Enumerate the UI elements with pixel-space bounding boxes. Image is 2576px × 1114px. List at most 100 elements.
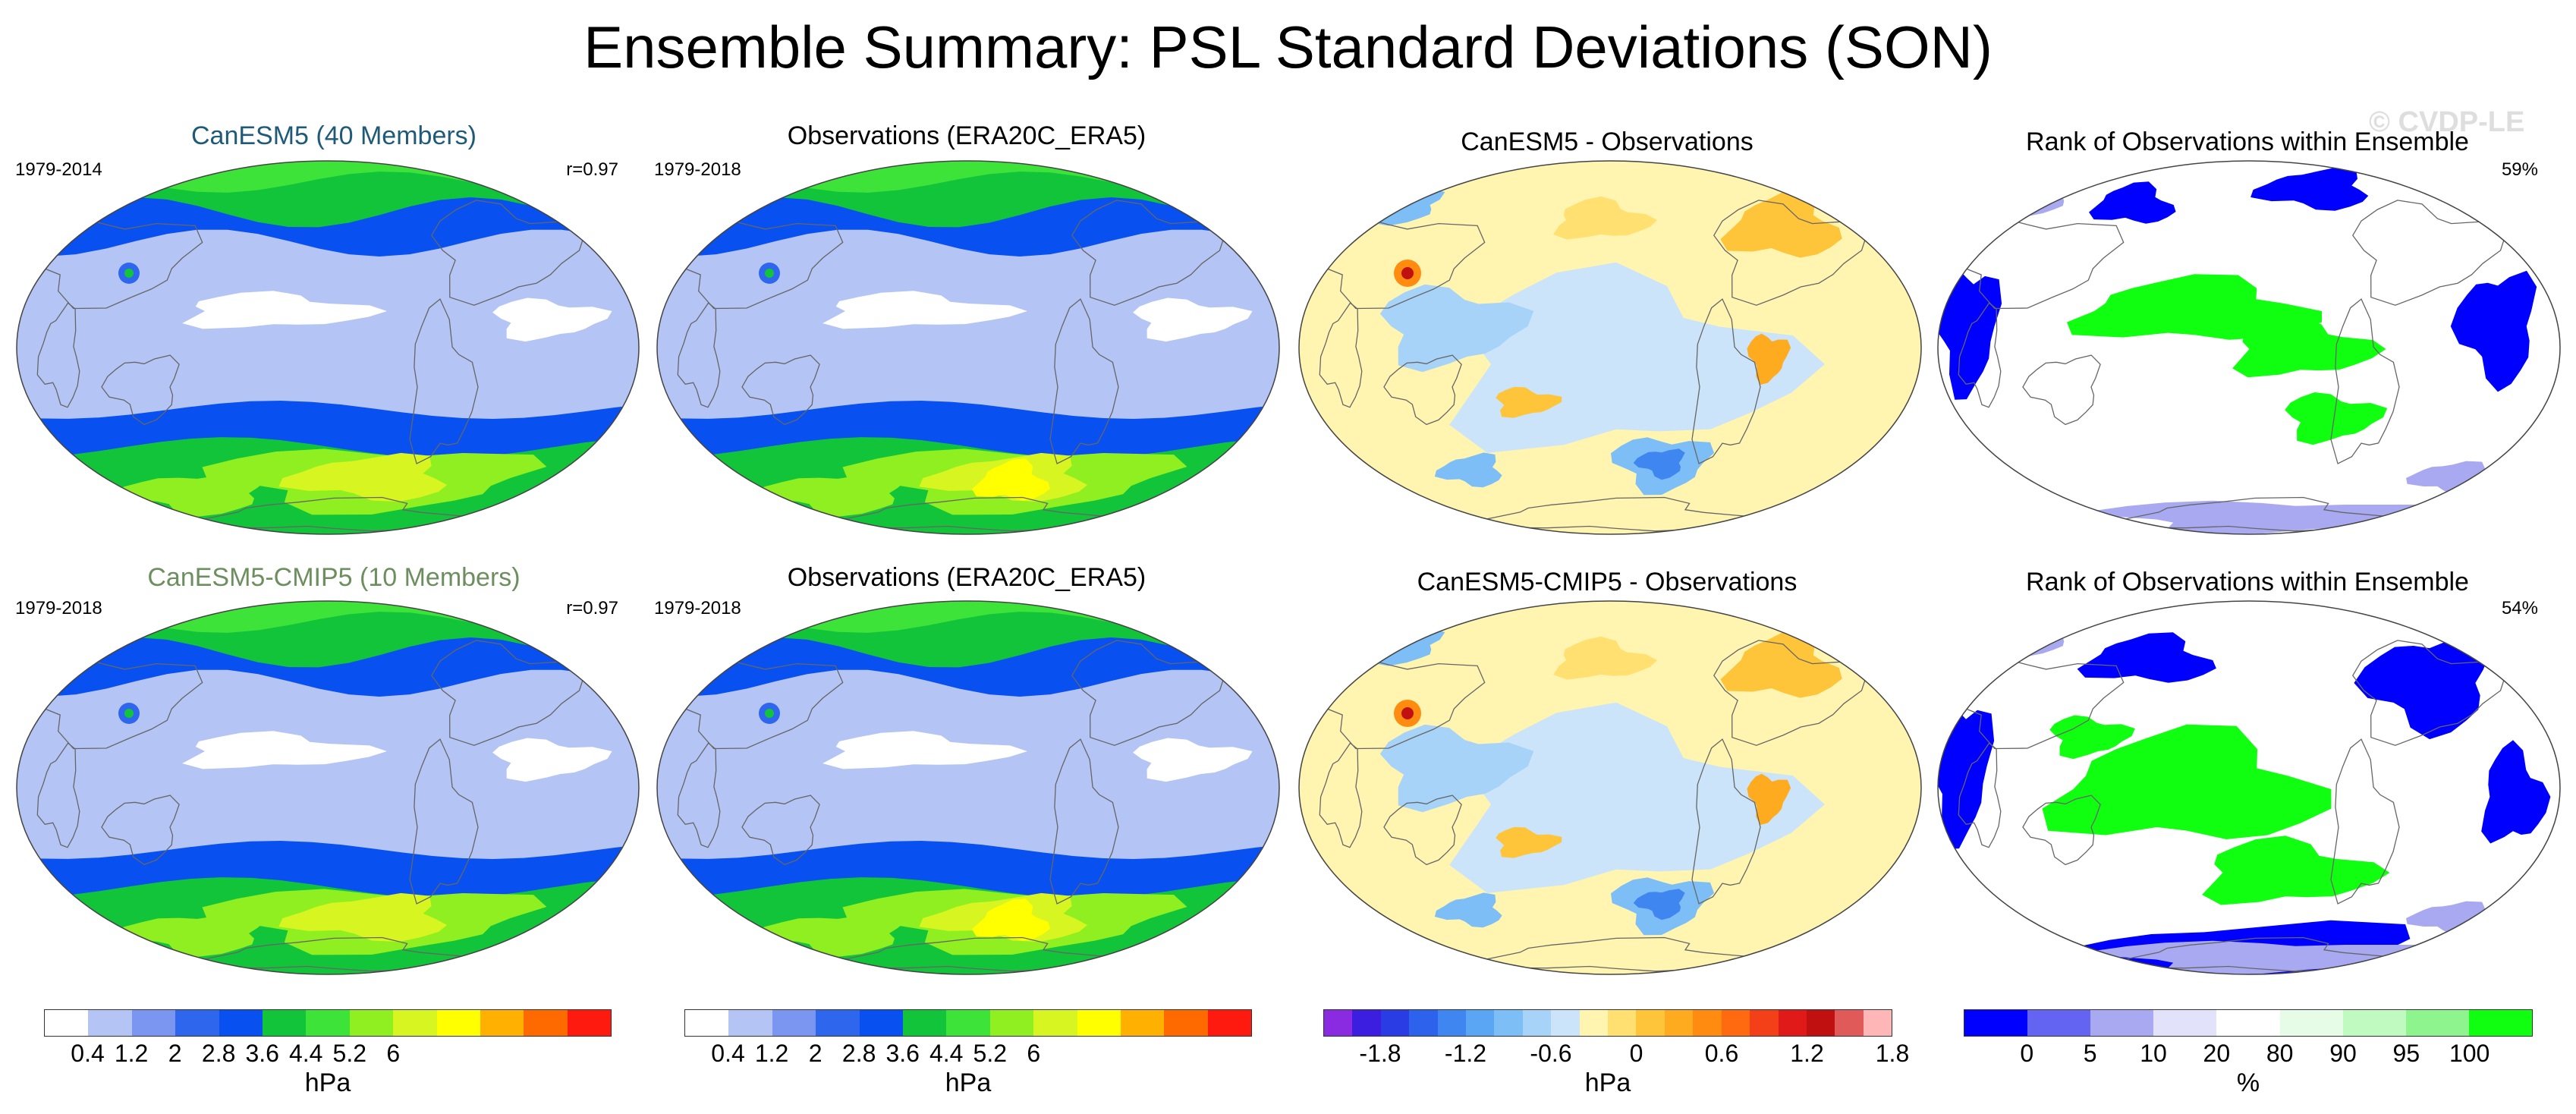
diff-contour bbox=[1747, 773, 1791, 826]
coastline bbox=[36, 742, 80, 848]
diff-contour bbox=[1553, 636, 1658, 680]
std-contour bbox=[17, 161, 639, 228]
colorbar-swatch bbox=[1380, 1010, 1410, 1036]
std-contour bbox=[492, 738, 612, 782]
coastline bbox=[741, 795, 820, 866]
diff-contour bbox=[1720, 631, 1842, 698]
colorbar-tick-label: 0.6 bbox=[1704, 1040, 1739, 1067]
std-contour bbox=[278, 452, 448, 502]
rank-region bbox=[2250, 167, 2369, 211]
colorbar-tick-label: 95 bbox=[2392, 1040, 2420, 1067]
colorbar-tick-label: 20 bbox=[2203, 1040, 2231, 1067]
coastline bbox=[1319, 302, 1363, 408]
diff-contour bbox=[1379, 284, 1534, 373]
colorbar-tick-label: 90 bbox=[2329, 1040, 2357, 1067]
colorbar-swatch bbox=[1636, 1010, 1665, 1036]
colorbar-swatch bbox=[1964, 1010, 2028, 1036]
colorbar-tick-label: -0.6 bbox=[1530, 1040, 1572, 1067]
correlation-label-row1: r=0.97 bbox=[566, 159, 618, 180]
colorbar-swatch bbox=[524, 1010, 568, 1036]
colorbar-swatch bbox=[480, 1010, 524, 1036]
colorbar-swatch bbox=[2342, 1010, 2406, 1036]
colorbar-tick-label: 4.4 bbox=[288, 1040, 323, 1067]
panel-title-diff-row2: CanESM5-CMIP5 - Observations bbox=[1417, 568, 1798, 596]
coastline bbox=[101, 354, 180, 426]
colorbar-tick-label: 1.2 bbox=[1790, 1040, 1824, 1067]
colorbar-tick-label: 3.6 bbox=[885, 1040, 920, 1067]
coastline bbox=[1319, 742, 1363, 848]
coastline bbox=[2330, 738, 2400, 905]
colorbar-swatch bbox=[306, 1010, 350, 1036]
coastline bbox=[2330, 298, 2400, 464]
map-outline bbox=[16, 600, 640, 975]
std-contour bbox=[822, 731, 1027, 769]
coastline bbox=[677, 742, 721, 848]
std-contour bbox=[492, 297, 612, 342]
colorbar-swatch bbox=[1608, 1010, 1637, 1036]
colorbar-tick-label: 0.4 bbox=[71, 1040, 105, 1067]
colorbar-swatch bbox=[946, 1010, 990, 1036]
map-rank-row2 bbox=[1937, 600, 2561, 975]
coastline bbox=[1958, 742, 2002, 848]
colorbar-swatch bbox=[1077, 1010, 1121, 1036]
colorbar-tick-label: -1.2 bbox=[1444, 1040, 1487, 1067]
coastline bbox=[1691, 298, 1761, 464]
colorbar-swatch bbox=[1750, 1010, 1779, 1036]
diff-contour bbox=[1434, 892, 1502, 928]
panel-title-model-row2: CanESM5-CMIP5 (10 Members) bbox=[147, 563, 521, 592]
colorbar-swatch bbox=[2027, 1010, 2091, 1036]
colorbar-swatch bbox=[1207, 1010, 1252, 1036]
colorbar-tick-label: 6 bbox=[386, 1040, 401, 1067]
std-contour bbox=[765, 709, 774, 718]
rank-region bbox=[2067, 274, 2322, 340]
colorbar-swatch bbox=[1466, 1010, 1495, 1036]
period-label-model-row2: 1979-2018 bbox=[15, 598, 102, 618]
colorbar-swatch bbox=[1494, 1010, 1523, 1036]
colorbar-swatch bbox=[349, 1010, 394, 1036]
coastline bbox=[657, 217, 844, 310]
panel-title-obs-row2: Observations (ERA20C_ERA5) bbox=[787, 563, 1146, 592]
panel-title-obs-row1: Observations (ERA20C_ERA5) bbox=[787, 121, 1146, 150]
std-contour bbox=[182, 731, 387, 769]
coastline bbox=[1383, 795, 1462, 866]
colorbar-tick-label: 10 bbox=[2140, 1040, 2167, 1067]
correlation-label-row2: r=0.97 bbox=[566, 598, 618, 618]
coastline bbox=[2352, 640, 2508, 746]
period-label-obs-row1: 1979-2018 bbox=[654, 159, 741, 180]
map-outline bbox=[1298, 160, 1922, 535]
coastline bbox=[1958, 302, 2002, 408]
diff-contour bbox=[1720, 190, 1842, 258]
rank-region bbox=[2042, 724, 2332, 839]
map-model-std-row1 bbox=[16, 160, 640, 535]
coastline bbox=[1071, 640, 1227, 746]
colorbar-swatch bbox=[436, 1010, 480, 1036]
rank-region bbox=[2095, 500, 2445, 534]
colorbar-swatch bbox=[1664, 1010, 1694, 1036]
colorbar-tick-label: 2 bbox=[168, 1040, 182, 1067]
colorbar-tick-label: 3.6 bbox=[245, 1040, 279, 1067]
std-contour bbox=[971, 898, 1050, 941]
colorbar-swatch bbox=[2090, 1010, 2154, 1036]
diff-contour bbox=[1434, 452, 1502, 488]
std-contour bbox=[822, 291, 1027, 329]
std-contour bbox=[278, 892, 448, 942]
period-label-model-row1: 1979-2014 bbox=[15, 159, 102, 180]
colorbar-swatch bbox=[816, 1010, 860, 1036]
colorbar-tick-label: 1.2 bbox=[754, 1040, 789, 1067]
colorbar-tick-label: 100 bbox=[2449, 1040, 2490, 1067]
rank-percent-row2: 54% bbox=[2501, 598, 2538, 618]
colorbar-std-model: 0.4 1.2 2 2.8 3.6 4.4 5.2 6 hPa bbox=[44, 1009, 612, 1098]
map-rank-row1 bbox=[1937, 160, 2561, 535]
colorbar-swatch bbox=[1806, 1010, 1835, 1036]
colorbar-swatch bbox=[1693, 1010, 1722, 1036]
std-contour bbox=[753, 913, 908, 957]
coastline bbox=[431, 200, 587, 306]
colorbar-tick-label: 1.8 bbox=[1875, 1040, 1910, 1067]
rank-percent-row1: 59% bbox=[2501, 159, 2538, 180]
colorbar-unit: hPa bbox=[304, 1068, 351, 1097]
colorbar-tick-label: 1.2 bbox=[114, 1040, 149, 1067]
colorbar-tick-label: 2.8 bbox=[201, 1040, 236, 1067]
map-outline bbox=[1937, 600, 2561, 975]
rank-region bbox=[2089, 181, 2176, 224]
colorbar-swatch bbox=[1551, 1010, 1580, 1036]
